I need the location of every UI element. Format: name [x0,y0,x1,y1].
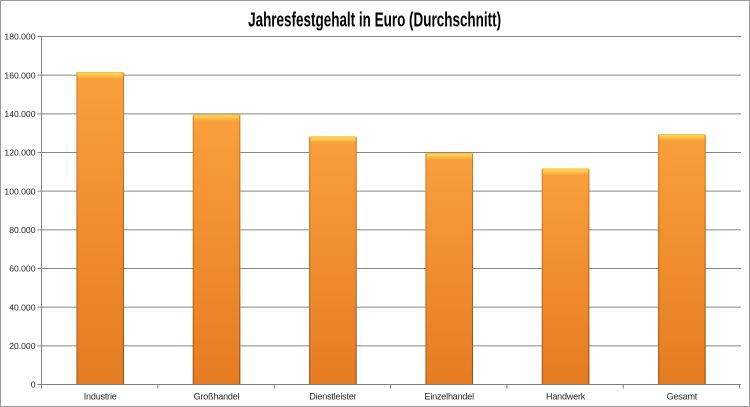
svg-text:0: 0 [31,380,36,390]
svg-text:Industrie: Industrie [84,391,117,401]
svg-text:60.000: 60.000 [9,264,36,274]
svg-text:120.000: 120.000 [4,148,35,158]
svg-text:160.000: 160.000 [4,70,35,80]
svg-text:Gesamt: Gesamt [667,391,698,401]
svg-text:40.000: 40.000 [9,302,36,312]
svg-text:Einzelhandel: Einzelhandel [425,391,475,401]
svg-text:Handwerk: Handwerk [546,391,586,401]
svg-text:100.000: 100.000 [4,186,35,196]
svg-text:180.000: 180.000 [4,32,35,42]
svg-text:140.000: 140.000 [4,109,35,119]
svg-text:Großhandel: Großhandel [194,391,240,401]
svg-text:20.000: 20.000 [9,341,36,351]
svg-text:80.000: 80.000 [9,225,36,235]
svg-text:Dienstleister: Dienstleister [309,391,356,401]
svg-text:Jahresfestgehalt in Euro (Durc: Jahresfestgehalt in Euro (Durchschnitt) [248,10,501,32]
